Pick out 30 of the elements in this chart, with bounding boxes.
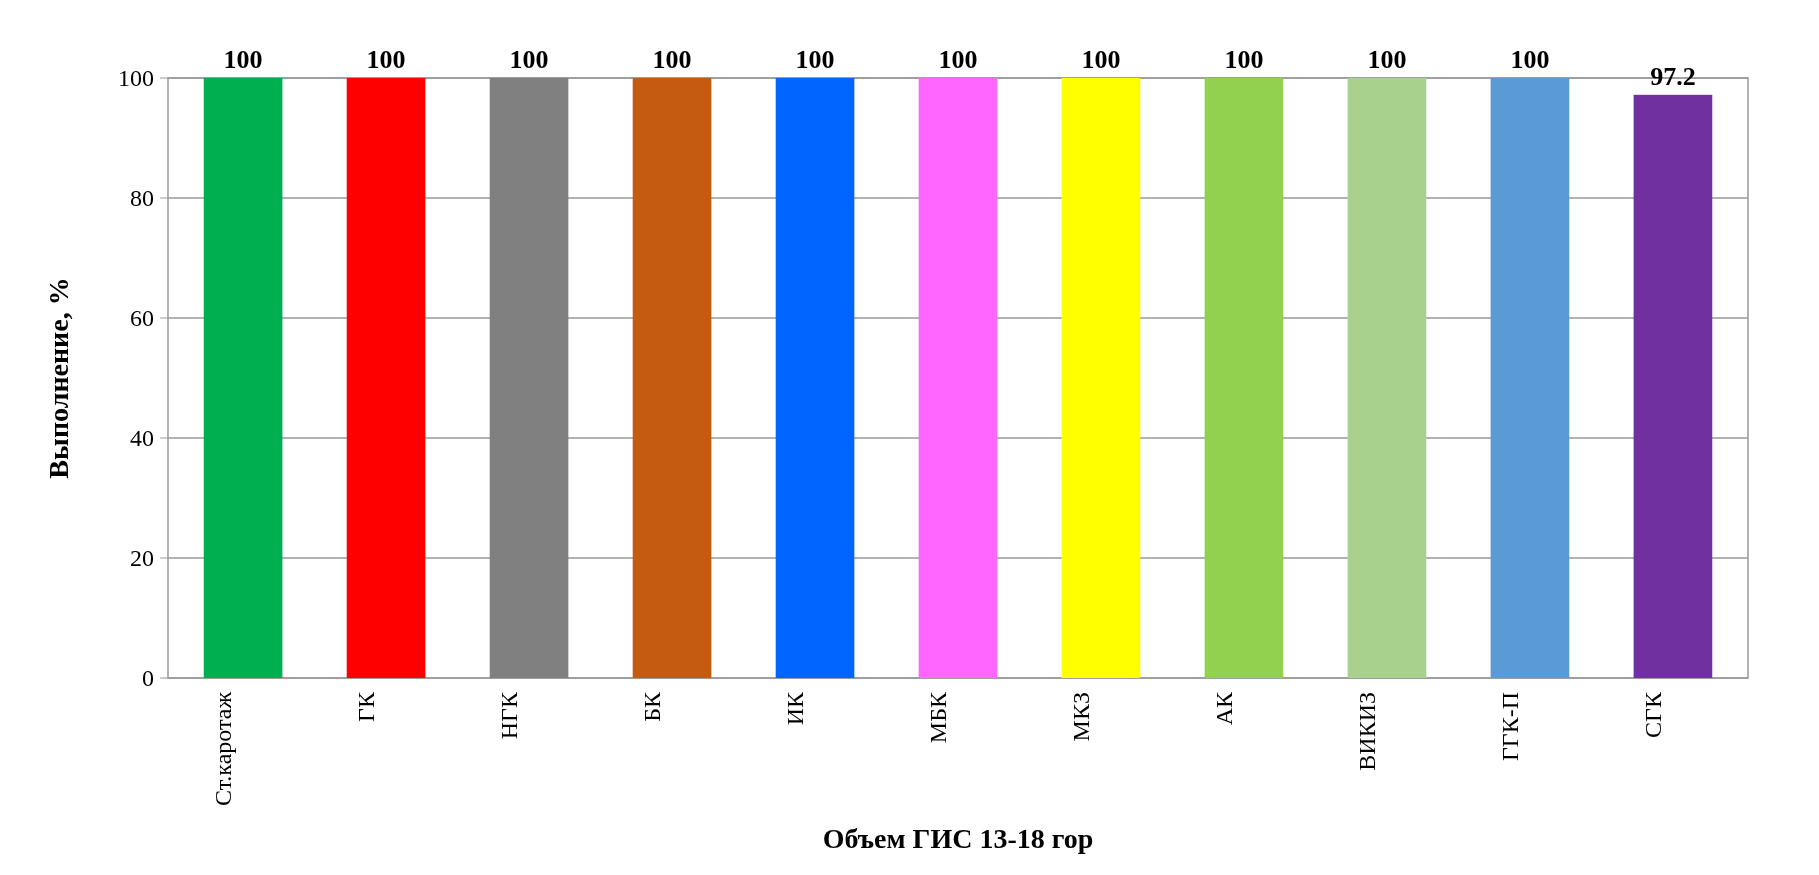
data-label: 100 [652,45,692,74]
y-tick-label: 40 [130,425,154,452]
x-tick-label: ГГК-П [1497,692,1524,762]
x-tick-label: МБК [925,691,952,744]
y-axis-title: Выполнение, % [43,277,74,479]
data-label: 100 [223,45,263,74]
x-tick-label: МКЗ [1068,692,1095,742]
x-tick-label: БК [639,691,666,722]
y-tick-label: 80 [130,185,154,212]
data-label: 100 [1081,45,1121,74]
y-tick-label: 0 [142,665,154,692]
data-label: 100 [938,45,978,74]
x-tick-label: НГК [496,691,523,740]
y-tick-label: 100 [118,65,154,92]
x-tick-label: ГК [353,691,380,722]
y-tick-label: 60 [130,305,154,332]
x-axis-title: Объем ГИС 13-18 гор [822,823,1094,854]
data-label: 100 [1510,45,1550,74]
x-tick-label: СГК [1640,691,1667,738]
data-label: 100 [1224,45,1264,74]
x-tick-label: ИК [782,691,809,726]
x-tick-label: Ст.каротаж [210,691,237,807]
data-label: 100 [795,45,835,74]
x-tick-label: ВИКИЗ [1354,692,1381,771]
x-tick-label: АК [1211,691,1238,726]
data-label: 97.2 [1650,61,1696,91]
y-tick-label: 20 [130,545,154,572]
data-label: 100 [509,45,549,74]
data-label: 100 [1367,45,1407,74]
data-label: 100 [366,45,406,74]
